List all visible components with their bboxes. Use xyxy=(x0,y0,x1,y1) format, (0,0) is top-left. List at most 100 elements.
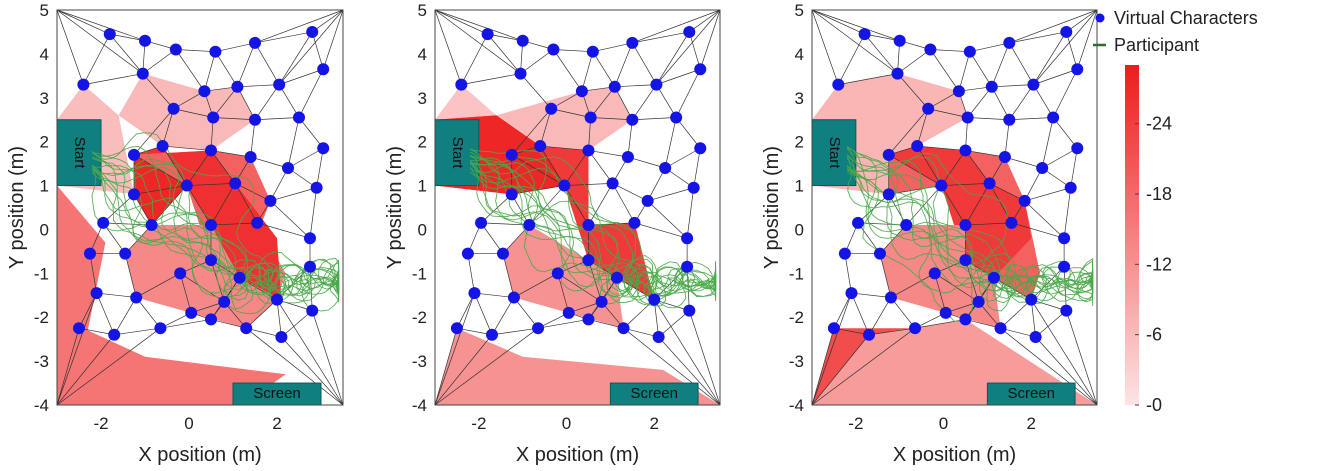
triangulation-edge xyxy=(888,108,929,156)
colorbar-tick-label: -6 xyxy=(1146,325,1162,345)
triangulation-edge xyxy=(537,319,589,329)
start-zone: Start xyxy=(434,119,480,187)
x-axis-label: X position (m) xyxy=(893,444,1016,466)
triangulation-edge xyxy=(811,9,900,42)
triangulation-edge xyxy=(965,319,1001,329)
character-marker xyxy=(652,330,665,343)
character-marker xyxy=(1064,181,1077,194)
character-marker xyxy=(130,291,143,304)
triangulation-edge xyxy=(162,145,212,151)
triangulation-edge xyxy=(246,327,282,338)
triangulation-edge xyxy=(916,145,942,186)
y-tick-label: 5 xyxy=(418,1,427,20)
character-marker xyxy=(650,78,663,91)
character-marker xyxy=(545,102,558,115)
x-tick-label: 0 xyxy=(562,414,571,433)
character-marker xyxy=(983,177,996,190)
triangulation-edge xyxy=(864,33,898,74)
legend: Virtual Characters Participant xyxy=(1093,8,1258,55)
triangulation-edge xyxy=(281,336,344,406)
triangulation-edge xyxy=(434,327,539,406)
triangulation-edge xyxy=(162,145,188,186)
triangulation-edge xyxy=(1033,9,1098,85)
triangulation-edge xyxy=(1024,200,1065,239)
character-marker xyxy=(626,36,639,49)
character-marker xyxy=(90,287,103,300)
triangulation-edge xyxy=(237,84,280,88)
screen-zone: Screen xyxy=(986,382,1076,406)
character-marker xyxy=(617,322,630,335)
y-tick-label: -3 xyxy=(34,352,49,371)
legend-label-characters: Virtual Characters xyxy=(1114,8,1258,28)
triangulation-edge xyxy=(553,49,593,53)
character-marker xyxy=(205,313,217,326)
triangulation-edge xyxy=(215,51,238,87)
triangulation-edge xyxy=(811,328,835,406)
character-marker xyxy=(198,85,211,98)
triangulation-edge xyxy=(991,42,1010,87)
character-marker xyxy=(271,293,283,306)
character-marker xyxy=(935,179,948,192)
triangulation-edge xyxy=(1030,299,1036,338)
triangulation-edge xyxy=(656,31,690,85)
character-marker xyxy=(911,140,924,153)
character-marker xyxy=(939,306,952,319)
triangulation-edge xyxy=(934,273,947,313)
triangulation-edge xyxy=(257,222,311,239)
triangulation-edge xyxy=(434,292,475,406)
character-marker xyxy=(909,322,922,335)
y-tick-label: 1 xyxy=(795,177,804,196)
triangulation-edge xyxy=(520,73,552,109)
character-marker xyxy=(1018,194,1031,207)
character-marker xyxy=(486,328,498,341)
triangulation-edge xyxy=(665,147,701,169)
virtual-characters xyxy=(827,25,1084,343)
triangulation-edge xyxy=(186,185,212,226)
triangulation-edge xyxy=(520,49,554,74)
character-marker xyxy=(994,322,1007,335)
character-marker xyxy=(209,45,222,58)
triangulation-edge xyxy=(564,183,613,186)
triangulation-edge xyxy=(647,167,666,202)
triangulation-edge xyxy=(941,183,990,186)
character-marker xyxy=(233,271,246,284)
character-marker xyxy=(621,151,634,164)
triangulation-edge xyxy=(564,185,589,226)
triangulation-edge xyxy=(1066,9,1098,33)
triangulation-edge xyxy=(1033,31,1067,85)
triangulation-edge xyxy=(529,185,565,226)
y-tick-label: 4 xyxy=(795,45,804,64)
heat-region xyxy=(888,146,1032,278)
triangulation-edge xyxy=(1065,31,1078,70)
triangulation-edge xyxy=(897,49,931,74)
character-marker xyxy=(1036,162,1049,174)
triangulation-edge xyxy=(1030,299,1098,406)
character-marker xyxy=(240,322,253,335)
y-tick-label: 4 xyxy=(418,45,427,64)
triangulation-edge xyxy=(851,292,891,298)
character-marker xyxy=(882,188,895,201)
screen-zone-label: Screen xyxy=(1007,385,1055,402)
character-marker xyxy=(1060,304,1073,317)
triangulation-edge xyxy=(278,31,313,85)
triangulation-edge xyxy=(254,117,300,121)
triangulation-edge xyxy=(632,84,657,120)
triangulation-edge xyxy=(965,183,990,226)
y-tick-label: 0 xyxy=(418,220,427,239)
character-marker xyxy=(282,162,294,174)
triangulation-edge xyxy=(658,336,721,406)
y-tick-label: 2 xyxy=(40,133,49,152)
character-marker xyxy=(244,151,257,164)
triangulation-edge xyxy=(96,292,137,298)
triangulation-edge xyxy=(557,273,570,313)
character-marker xyxy=(108,328,121,341)
triangulation-edge xyxy=(967,117,1010,121)
triangulation-edge xyxy=(581,51,594,92)
character-marker xyxy=(306,304,319,317)
triangulation-edge xyxy=(967,86,993,118)
character-marker xyxy=(863,328,875,341)
screen-zone: Screen xyxy=(232,382,322,406)
y-tick-label: -2 xyxy=(789,308,804,327)
y-tick-label: -2 xyxy=(412,308,427,327)
triangulation-edge xyxy=(474,292,514,298)
